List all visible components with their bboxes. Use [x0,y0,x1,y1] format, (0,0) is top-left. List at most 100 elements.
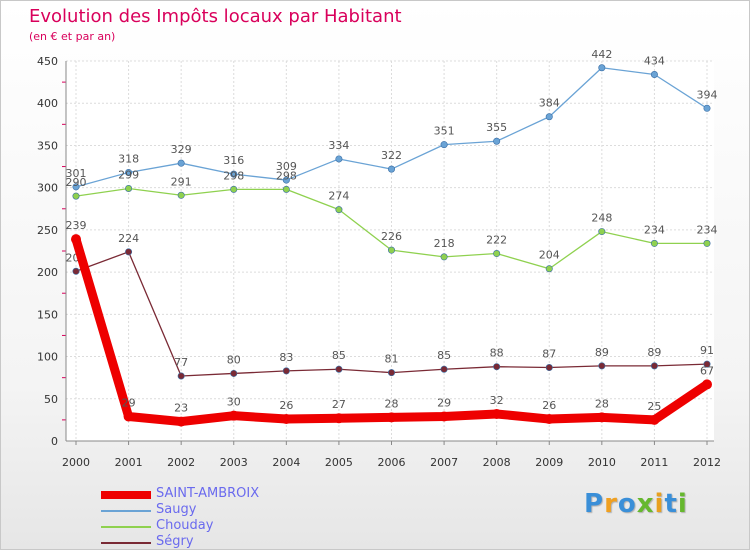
y-tick-label: 200 [37,266,58,279]
segry-point [387,369,395,377]
segry-point [282,367,290,375]
chouday-point [598,228,606,236]
saint-ambroix-data-label: 23 [174,402,188,415]
chouday-point [703,239,711,247]
segry-point [440,365,448,373]
segry-point [545,364,553,372]
y-tick-label: 250 [37,224,58,237]
chouday-point [72,192,80,200]
legend-swatch [101,542,151,544]
chouday-point [335,206,343,214]
saugy-data-label: 394 [697,88,718,101]
segry-data-label: 77 [174,356,188,369]
saugy-point [703,104,711,112]
y-tick-label: 100 [37,351,58,364]
saint-ambroix-data-label: 30 [227,396,241,409]
proxiti-logo: Proxiti [584,489,688,519]
segry-data-label: 81 [385,353,399,366]
x-tick-label: 2012 [693,456,721,469]
segry-point [650,362,658,370]
saugy-point [598,64,606,72]
saint-ambroix-point [702,379,712,390]
saugy-point [650,71,658,79]
segry-point [703,360,711,368]
saint-ambroix-point [123,411,134,422]
legend-label: Saugy [156,502,197,517]
saint-ambroix-data-label: 29 [437,397,451,410]
saugy-data-label: 301 [66,167,87,180]
segry-data-label: 85 [437,349,451,362]
saugy-data-label: 351 [434,125,455,138]
chouday-data-label: 226 [381,230,402,243]
saugy-point [440,141,448,149]
chouday-point [230,185,238,193]
saugy-data-label: 442 [591,48,612,61]
x-tick-label: 2009 [535,456,563,469]
saugy-data-label: 322 [381,149,402,162]
saugy-data-label: 384 [539,97,560,110]
chouday-point [493,250,501,258]
chouday-point [545,265,553,273]
x-tick-label: 2001 [115,456,143,469]
saint-ambroix-data-label: 32 [490,394,504,407]
saugy-data-label: 318 [118,152,139,165]
y-tick-label: 50 [44,393,58,406]
saugy-data-label: 355 [486,121,507,134]
x-tick-label: 2000 [62,456,90,469]
saugy-data-label: 309 [276,160,297,173]
y-tick-label: 350 [37,139,58,152]
chouday-data-label: 248 [591,212,612,225]
logo-letter: o [617,489,637,519]
saint-ambroix-point [596,412,607,423]
legend-swatch [101,510,151,512]
saugy-point [72,183,80,191]
y-tick-label: 150 [37,308,58,321]
logo-letter: i [677,489,688,519]
segry-data-label: 85 [332,349,346,362]
saint-ambroix-point [491,408,502,419]
segry-data-label: 87 [542,348,556,361]
line-chart: 0 50 100 150 200 250 300 350 400 450 2000 2001 2002 2… [37,48,721,469]
legend-item-segry: Ségry [101,534,341,551]
x-tick-label: 2002 [167,456,195,469]
chart-subtitle: (en € et par an) [29,30,116,43]
saint-ambroix-data-label: 28 [385,397,399,410]
chouday-data-label: 298 [223,169,244,182]
saugy-data-label: 434 [644,55,665,68]
chart-legend: SAINT-AMBROIX Saugy Chouday Ségry [101,486,341,551]
saugy-point [282,176,290,184]
segry-data-label: 89 [595,346,609,359]
legend-label: Ségry [156,534,194,549]
saint-ambroix-data-label: 239 [66,219,87,232]
saint-ambroix-point [649,414,660,425]
chouday-data-label: 204 [539,249,560,262]
saint-ambroix-point [333,413,344,424]
saint-ambroix-data-label: 27 [332,398,346,411]
legend-item-saugy: Saugy [101,502,341,519]
saint-ambroix-data-label: 29 [122,397,136,410]
saugy-data-label: 329 [171,143,192,156]
segry-point [72,267,80,275]
y-tick-label: 400 [37,97,58,110]
chouday-data-label: 222 [486,234,507,247]
legend-swatch [101,526,151,528]
saint-ambroix-point [228,410,239,421]
segry-data-label: 80 [227,353,241,366]
segry-point [598,362,606,370]
legend-label: SAINT-AMBROIX [156,486,260,501]
segry-data-label: 88 [490,347,504,360]
x-tick-label: 2005 [325,456,353,469]
saint-ambroix-point [71,234,81,245]
legend-item-chouday: Chouday [101,518,341,535]
saugy-point [493,137,501,145]
saugy-point [177,159,185,167]
logo-letter: t [664,489,678,519]
legend-item-saint-ambroix: SAINT-AMBROIX [101,486,341,503]
saint-ambroix-data-label: 26 [542,399,556,412]
chouday-data-label: 298 [276,169,297,182]
saint-ambroix-point [281,414,292,425]
saint-ambroix-point [176,416,187,427]
segry-point [335,365,343,373]
legend-label: Chouday [156,518,214,533]
saint-ambroix-data-label: 25 [647,400,661,413]
